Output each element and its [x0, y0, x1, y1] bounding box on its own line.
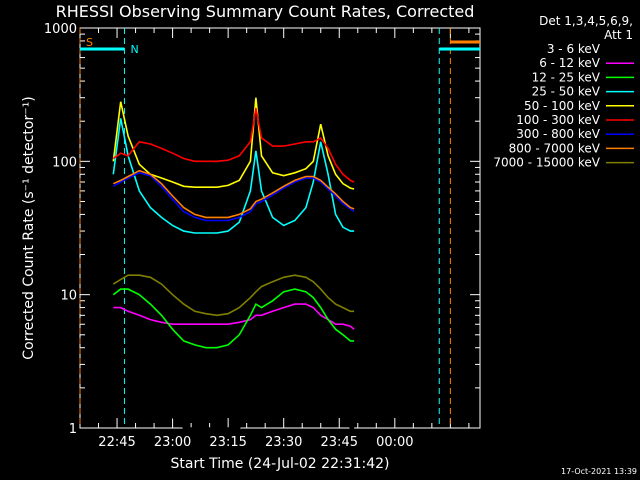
legend-entry-label: 300 - 800 keV — [516, 127, 600, 141]
series-line — [113, 354, 355, 429]
y-axis-label: Corrected Count Rate (s⁻¹ detector⁻¹) — [21, 96, 37, 359]
marker-label: N — [130, 43, 138, 56]
legend-entry-label: 3 - 6 keV — [547, 42, 601, 56]
y-axis-ticks: 1 10 100 1000 — [44, 22, 480, 437]
legend-entry-label: 800 - 7000 keV — [509, 141, 601, 155]
series-line — [112, 108, 355, 183]
series-line — [112, 171, 355, 222]
series-line — [112, 118, 355, 234]
legend-title-line: Det 1,3,4,5,6,9, — [539, 14, 633, 28]
y-tick-label: 10 — [60, 289, 77, 304]
legend-title-line: Att 1 — [604, 28, 633, 42]
x-axis-label: Start Time (24-Jul-02 22:31:42) — [170, 456, 389, 472]
chart-title: RHESSI Observing Summary Count Rates, Co… — [56, 2, 475, 21]
x-tick-label: 22:45 — [98, 435, 135, 450]
legend-entry-label: 12 - 25 keV — [532, 70, 601, 84]
y-tick-label: 1000 — [44, 22, 77, 37]
y-tick-label: 100 — [52, 155, 77, 170]
series-lines — [112, 97, 355, 429]
x-tick-label: 23:15 — [209, 435, 246, 450]
series-line — [113, 303, 355, 330]
series-line — [112, 288, 355, 349]
x-axis-ticks: 22:45 23:00 23:15 23:30 23:45 00:00 — [98, 28, 470, 450]
marker-label: S — [86, 36, 93, 49]
legend-entry-label: 7000 - 15000 keV — [493, 156, 600, 170]
legend-entry-label: 6 - 12 keV — [539, 56, 601, 70]
x-tick-label: 23:30 — [265, 435, 302, 450]
series-line — [112, 274, 355, 317]
x-tick-label: 23:00 — [154, 435, 191, 450]
legend-entry-label: 50 - 100 keV — [524, 99, 601, 113]
series-line — [112, 169, 355, 219]
legend-entry-label: 100 - 300 keV — [516, 113, 600, 127]
marker-lines: SN — [79, 28, 480, 428]
x-tick-label: 23:45 — [321, 435, 358, 450]
legend-entry-label: 25 - 50 keV — [532, 85, 601, 99]
timestamp: 17-Oct-2021 13:39 — [561, 467, 637, 476]
y-tick-label: 1 — [69, 422, 77, 437]
x-tick-label: 00:00 — [376, 435, 413, 450]
